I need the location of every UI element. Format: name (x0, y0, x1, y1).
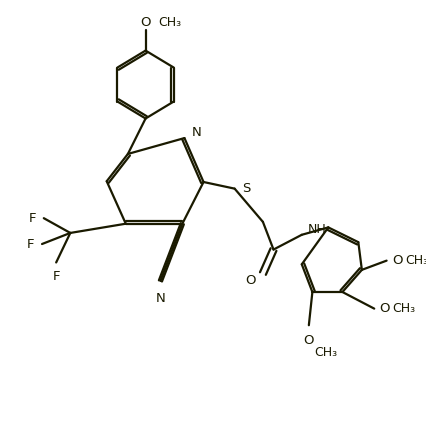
Text: O: O (245, 275, 256, 287)
Text: F: F (52, 270, 60, 283)
Text: F: F (27, 238, 35, 251)
Text: CH₃: CH₃ (314, 346, 337, 359)
Text: O: O (392, 254, 403, 267)
Text: S: S (242, 182, 250, 195)
Text: O: O (304, 334, 314, 348)
Text: CH₃: CH₃ (405, 254, 426, 267)
Text: O: O (140, 16, 151, 29)
Text: CH₃: CH₃ (158, 16, 181, 29)
Text: N: N (192, 126, 201, 139)
Text: O: O (380, 302, 390, 315)
Text: F: F (29, 212, 37, 225)
Text: N: N (155, 292, 165, 305)
Text: CH₃: CH₃ (392, 302, 416, 315)
Text: NH: NH (307, 223, 326, 236)
